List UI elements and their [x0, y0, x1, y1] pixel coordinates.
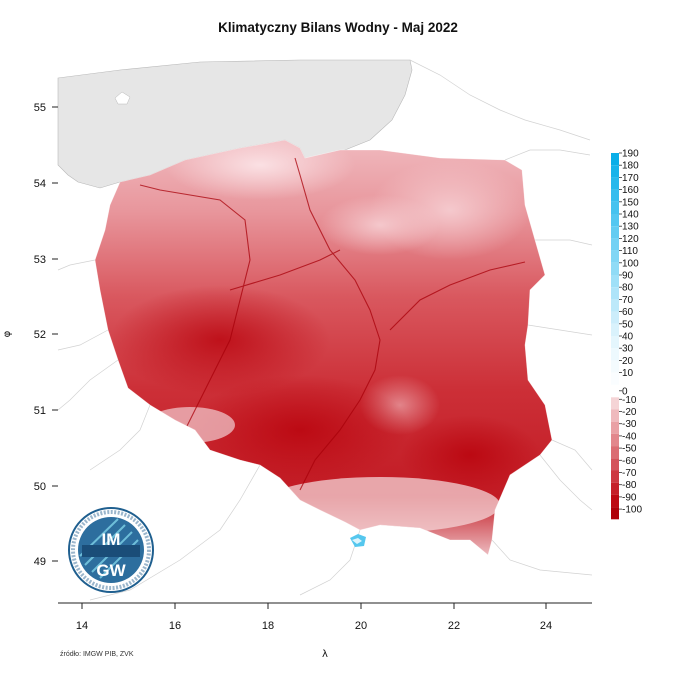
legend-swatch-170	[611, 177, 619, 190]
y-tick-52: 52	[34, 329, 46, 341]
legend-label-50: 50	[622, 319, 634, 330]
legend-swatch-20	[611, 360, 619, 373]
y-tick-53: 53	[34, 254, 46, 266]
legend-label-120: 120	[622, 234, 639, 245]
legend-label-190: 190	[622, 149, 639, 160]
legend-swatch-10	[611, 372, 619, 385]
legend-swatch-140	[611, 214, 619, 227]
legend-label--10: -10	[622, 395, 637, 406]
legend-label-170: 170	[622, 173, 639, 184]
color-legend: 1901801701601501401301201101009080706050…	[611, 149, 642, 520]
legend-label-0: 0	[622, 386, 628, 397]
x-axis-name: λ	[322, 649, 328, 660]
legend-swatch-50	[611, 323, 619, 336]
legend-swatch--70	[611, 470, 619, 483]
y-tick-49: 49	[34, 556, 46, 568]
legend-swatch--100	[611, 507, 619, 520]
legend-label-110: 110	[622, 246, 638, 257]
imgw-logo: IM GW	[68, 507, 154, 593]
x-tick-16: 16	[169, 620, 181, 632]
x-tick-20: 20	[355, 620, 367, 632]
legend-swatch-80	[611, 287, 619, 300]
legend-swatch-70	[611, 299, 619, 312]
legend-label-70: 70	[622, 295, 634, 306]
legend-swatch-90	[611, 275, 619, 288]
legend-label-130: 130	[622, 222, 639, 233]
legend-label--20: -20	[622, 407, 637, 418]
legend-swatch-120	[611, 238, 619, 251]
legend-swatch--50	[611, 446, 619, 459]
legend-swatch--90	[611, 494, 619, 508]
legend-swatch--80	[611, 482, 619, 495]
y-tick-54: 54	[34, 178, 46, 190]
legend-label-160: 160	[622, 185, 639, 196]
map-title: Klimatyczny Bilans Wodny - Maj 2022	[218, 20, 458, 35]
legend-swatch-30	[611, 348, 619, 361]
poland-land	[95, 140, 552, 555]
legend-label--100: -100	[622, 505, 642, 516]
legend-label-140: 140	[622, 210, 639, 221]
y-axis	[52, 106, 58, 562]
logo-text-top: IM	[102, 530, 121, 549]
legend-label-90: 90	[622, 271, 634, 282]
legend-label--90: -90	[622, 492, 637, 503]
legend-swatch--20	[611, 409, 619, 422]
legend-label-80: 80	[622, 283, 634, 294]
legend-label--80: -80	[622, 480, 637, 491]
legend-swatch-150	[611, 201, 619, 214]
legend-swatch-180	[611, 165, 619, 178]
legend-label--70: -70	[622, 468, 637, 479]
legend-swatch-60	[611, 311, 619, 324]
legend-swatch--10	[611, 397, 619, 410]
y-tick-51: 51	[34, 405, 46, 417]
legend-swatch-190	[611, 153, 619, 166]
legend-label-100: 100	[622, 258, 639, 269]
x-tick-22: 22	[448, 620, 460, 632]
legend-swatch-40	[611, 336, 619, 349]
legend-label--30: -30	[622, 419, 637, 430]
legend-swatch-130	[611, 226, 619, 239]
logo-text-bottom: GW	[96, 561, 126, 580]
legend-label--40: -40	[622, 431, 637, 442]
legend-swatch--40	[611, 433, 619, 447]
legend-label--50: -50	[622, 444, 637, 455]
legend-swatch--30	[611, 421, 619, 434]
legend-label-10: 10	[622, 368, 634, 379]
legend-swatch--60	[611, 458, 619, 471]
x-tick-14: 14	[76, 620, 88, 632]
x-tick-18: 18	[262, 620, 274, 632]
legend-swatch-160	[611, 189, 619, 202]
legend-label-30: 30	[622, 344, 634, 355]
legend-label-150: 150	[622, 197, 639, 208]
y-axis-name: φ	[2, 330, 13, 337]
source-note: źródło: IMGW PIB, ZVK	[60, 651, 134, 658]
legend-label--60: -60	[622, 456, 637, 467]
legend-label-60: 60	[622, 307, 634, 318]
legend-label-180: 180	[622, 161, 639, 172]
legend-label-40: 40	[622, 332, 634, 343]
legend-swatch-110	[611, 250, 619, 263]
x-tick-24: 24	[540, 620, 552, 632]
x-axis	[81, 603, 547, 609]
y-tick-50: 50	[34, 481, 46, 493]
y-tick-55: 55	[34, 102, 46, 114]
legend-label-20: 20	[622, 356, 634, 367]
legend-swatch-100	[611, 262, 619, 275]
